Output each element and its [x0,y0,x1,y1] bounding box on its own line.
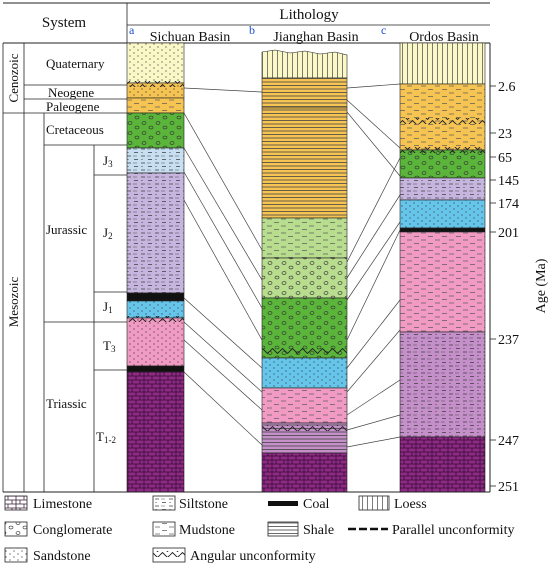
basin-label-sichuan: Sichuan Basin [150,30,231,45]
age-tick-label: 174 [498,197,519,212]
period-neogene: Neogene [48,85,94,100]
legend-label-sandstone: Sandstone [33,549,91,564]
system-labels: Cenozoic Mesozoic Quaternary Neogene Pal… [6,53,116,445]
legend-label-conglomerate: Conglomerate [33,523,112,538]
period-paleogene: Paleogene [46,99,100,114]
age-tick-label: 65 [498,151,512,166]
epoch-j3: J3 [103,153,113,169]
panel-letter-c: c [381,23,386,37]
age-tick-label: 201 [498,226,519,241]
legend-label-loess: Loess [394,497,427,512]
basin-label-ordos: Ordos Basin [409,30,479,45]
age-tick-label: 237 [498,333,519,348]
legend: Limestone Siltstone Coal Loess Conglomer… [3,491,514,564]
epoch-j2: J2 [103,225,113,241]
legend-label-angular: Angular unconformity [190,549,316,564]
age-axis-title: Age (Ma) [534,258,549,313]
header: System Lithology a b c Sichuan Basin Jia… [3,2,490,45]
period-triassic: Triassic [46,396,87,411]
legend-item-loess: Loess [358,495,427,512]
legend-label-limestone: Limestone [33,497,92,512]
period-jurassic: Jurassic [46,222,87,237]
age-tick-label: 251 [498,480,519,495]
legend-item-limestone: Limestone [4,495,92,512]
legend-item-sandstone: Sandstone [4,547,91,564]
period-quaternary: Quaternary [46,56,105,71]
legend-item-shale: Shale [267,521,334,538]
panel-letter-b: b [249,23,255,37]
system-header: System [42,15,87,31]
period-cretaceous: Cretaceous [46,122,104,137]
epoch-t12: T1-2 [96,429,116,445]
basin-label-jianghan: Jianghan Basin [273,30,358,45]
age-tick-label: 247 [498,434,519,449]
legend-item-siltstone: Siltstone [152,495,228,512]
legend-label-shale: Shale [303,523,334,538]
epoch-t3: T3 [103,338,116,354]
column-ordos [399,42,486,493]
column-jianghan [261,49,348,493]
legend-item-conglomerate: Conglomerate [4,521,112,538]
panel-letter-a: a [129,23,135,37]
legend-label-mudstone: Mudstone [179,523,235,538]
column-sichuan [126,42,185,493]
legend-label-siltstone: Siltstone [179,497,228,512]
era-cenozoic: Cenozoic [6,53,21,102]
legend-label-parallel: Parallel unconformity [392,523,514,538]
legend-label-coal: Coal [303,497,330,512]
age-tick-label: 2.6 [498,80,516,95]
system-column [2,43,127,493]
legend-item-coal: Coal [268,497,330,512]
age-ticks [490,85,496,487]
age-tick-label: 23 [498,127,512,142]
epoch-j1: J1 [103,299,113,315]
age-tick-label: 145 [498,174,519,189]
legend-item-parallel-unconformity: Parallel unconformity [348,523,514,538]
legend-item-mudstone: Mudstone [152,521,235,538]
lithology-header: Lithology [279,7,339,23]
legend-item-angular-unconformity: Angular unconformity [152,547,316,564]
age-axis: 2.6 23 65 145 174 201 237 247 251 Age (M… [489,43,549,495]
correlation-lines [183,83,401,448]
era-mesozoic: Mesozoic [6,277,21,328]
